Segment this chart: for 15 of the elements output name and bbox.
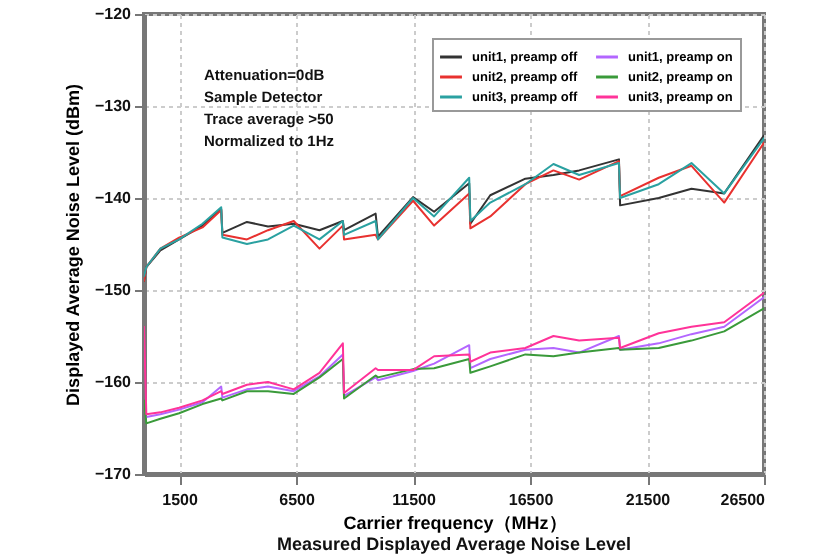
text: Measured Displayed Average Noise Level [277, 534, 631, 554]
y-tick-label: −120 [94, 5, 133, 23]
y-axis-title: Displayed Average Noise Level (dBm) [62, 84, 83, 406]
y-tick-label: −160 [94, 373, 133, 391]
x-tick-label: 16500 [508, 491, 555, 509]
x-tick-label: 11500 [392, 491, 437, 509]
x-tick-label: 21500 [625, 491, 672, 509]
y-tick-label: −150 [94, 281, 133, 299]
x-axis-title: Carrier frequency（MHz） [343, 513, 567, 533]
x-tick-label: 6500 [279, 491, 316, 509]
x-tick-label: 1500 [162, 491, 199, 509]
y-tick-label: −140 [94, 189, 133, 207]
y-tick-label: −170 [94, 465, 133, 483]
x-tick-label: 26500 [720, 491, 767, 509]
y-tick-label: −130 [94, 97, 133, 115]
